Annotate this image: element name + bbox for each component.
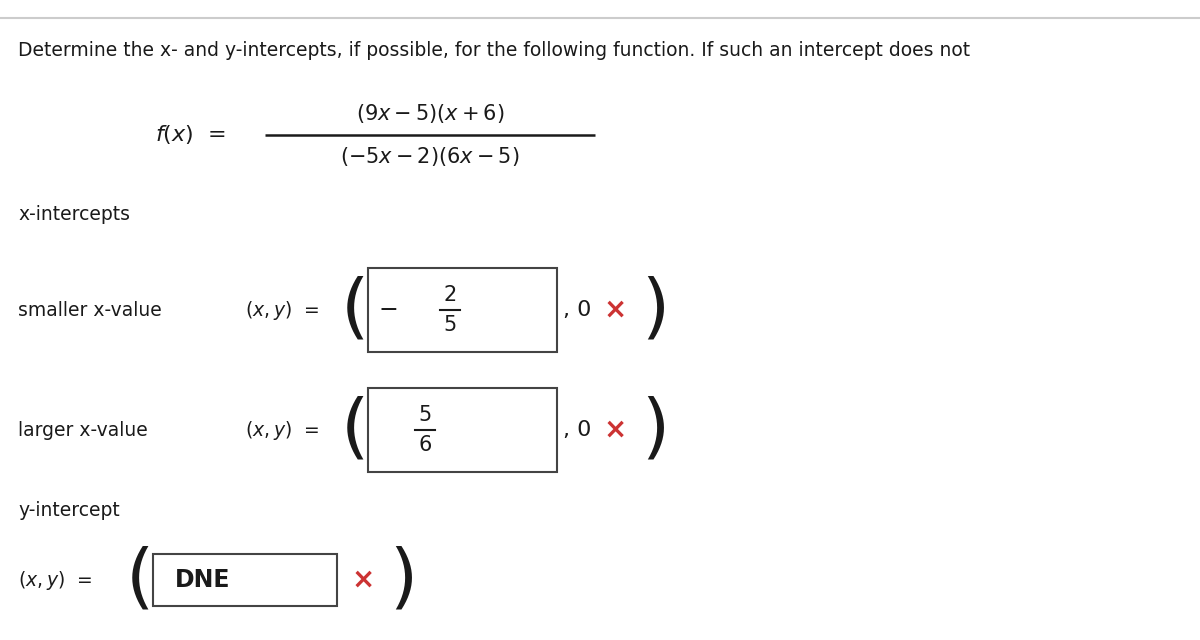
FancyBboxPatch shape (368, 268, 557, 352)
Text: −: − (378, 298, 398, 322)
Text: $f(x)$  =: $f(x)$ = (155, 124, 226, 147)
FancyBboxPatch shape (368, 388, 557, 472)
Text: 5: 5 (443, 315, 457, 335)
Text: ): ) (389, 545, 418, 614)
Text: ×: × (352, 566, 374, 594)
Text: $(x, y)$  =: $(x, y)$ = (245, 419, 319, 442)
Text: 2: 2 (443, 285, 457, 305)
Text: , 0: , 0 (563, 420, 592, 440)
Text: Determine the x- and y-intercepts, if possible, for the following function. If s: Determine the x- and y-intercepts, if po… (18, 40, 970, 60)
Text: (: ( (341, 275, 370, 344)
Text: ×: × (604, 416, 626, 444)
Text: DNE: DNE (175, 568, 230, 592)
Text: y-intercept: y-intercept (18, 500, 120, 520)
Text: x-intercepts: x-intercepts (18, 205, 130, 225)
Text: 5: 5 (419, 405, 432, 425)
Text: $(x, y)$  =: $(x, y)$ = (245, 298, 319, 321)
FancyBboxPatch shape (154, 554, 337, 606)
Text: ×: × (604, 296, 626, 324)
Text: , 0: , 0 (563, 300, 592, 320)
Text: $(x, y)$  =: $(x, y)$ = (18, 568, 92, 591)
Text: ): ) (641, 275, 670, 344)
Text: (: ( (341, 396, 370, 465)
Text: $(9x - 5)(x + 6)$: $(9x - 5)(x + 6)$ (355, 102, 504, 125)
Text: larger x-value: larger x-value (18, 420, 148, 440)
Text: $(-5x - 2)(6x - 5)$: $(-5x - 2)(6x - 5)$ (341, 145, 520, 168)
Text: smaller x-value: smaller x-value (18, 301, 162, 319)
Text: (: ( (126, 545, 154, 614)
Text: ): ) (641, 396, 670, 465)
Text: 6: 6 (419, 435, 432, 455)
